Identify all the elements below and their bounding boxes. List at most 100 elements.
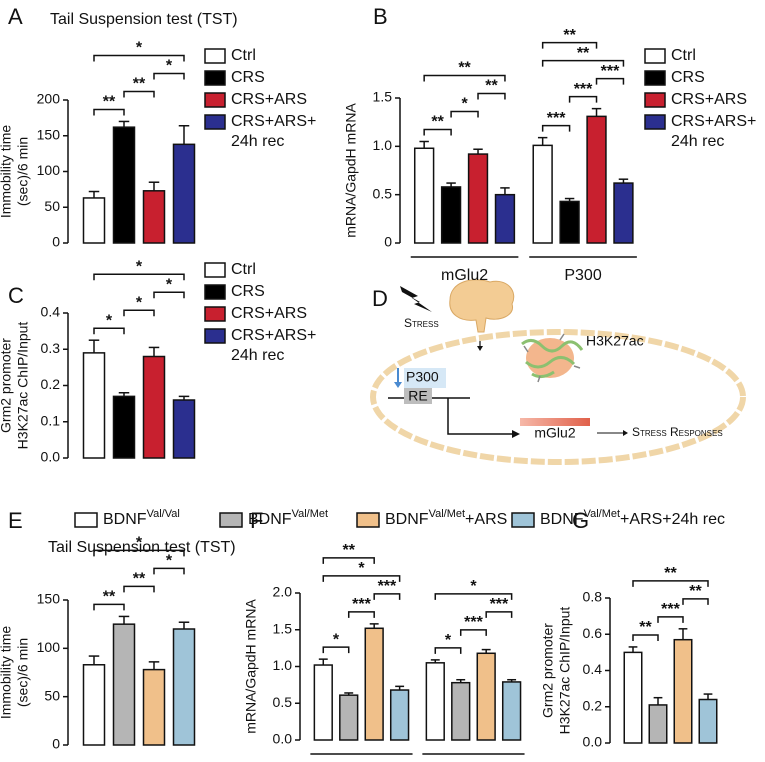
significance-label: *** bbox=[490, 596, 509, 613]
legend-label: CRS+ARS+ 24h rec bbox=[231, 327, 316, 364]
y-tick-label: 50 bbox=[44, 198, 60, 214]
enzyme-box bbox=[404, 368, 446, 388]
y-axis-label: (sec)/6 min bbox=[15, 638, 31, 707]
y-tick-label: 1.0 bbox=[273, 657, 293, 673]
panel-letter: G bbox=[572, 508, 589, 533]
significance-label: ** bbox=[639, 619, 652, 636]
significance-label: ** bbox=[458, 60, 471, 77]
legend-label: CRS+ARS+ 24h rec bbox=[231, 113, 316, 150]
y-tick-label: 0.0 bbox=[273, 731, 293, 747]
bar bbox=[673, 638, 693, 744]
significance-bracket bbox=[632, 634, 659, 641]
bar bbox=[112, 623, 136, 746]
legend-label: CRS+ARS bbox=[671, 91, 747, 108]
significance-bracket bbox=[153, 291, 185, 299]
significance-bracket bbox=[123, 90, 155, 98]
y-tick-label: 0 bbox=[52, 736, 60, 752]
significance-label: *** bbox=[378, 578, 397, 595]
significance-label: ** bbox=[343, 542, 356, 559]
diagram-label: Stress Responses bbox=[632, 425, 723, 439]
bar bbox=[425, 662, 445, 741]
y-tick-label: 0 bbox=[52, 234, 60, 250]
significance-label: ** bbox=[133, 571, 146, 588]
significance-label: ** bbox=[664, 565, 677, 582]
bar bbox=[559, 200, 580, 244]
y-tick-label: 0.0 bbox=[583, 734, 603, 750]
legend-label: BDNFVal/Met+ARS bbox=[385, 508, 507, 528]
significance-bracket bbox=[459, 629, 487, 636]
significance-bracket bbox=[373, 593, 401, 600]
legend-sup: Val/Met bbox=[584, 508, 620, 520]
bar bbox=[339, 694, 359, 741]
legend-label: CRS bbox=[231, 283, 265, 300]
significance-label: ** bbox=[563, 27, 576, 44]
chromatin-icon bbox=[521, 333, 584, 383]
y-tick-label: 0 bbox=[384, 234, 392, 250]
brain-icon bbox=[449, 279, 515, 333]
arrow-head bbox=[477, 346, 483, 351]
legend-text: BDNF bbox=[540, 511, 584, 528]
diagram-label: H3K27ac bbox=[586, 333, 644, 349]
cell-membrane bbox=[370, 329, 746, 465]
significance-bracket bbox=[477, 92, 506, 100]
significance-label: * bbox=[333, 631, 340, 648]
legend-line: Ctrl bbox=[231, 261, 256, 278]
significance-bracket bbox=[568, 95, 598, 103]
bar bbox=[142, 190, 166, 244]
y-axis-label: mRNA/GapdH mRNA bbox=[343, 103, 359, 238]
legend-swatch bbox=[204, 306, 226, 322]
legend-line: Ctrl bbox=[671, 47, 696, 64]
significance-label: *** bbox=[352, 596, 371, 613]
legend-line: CRS+ARS+ bbox=[231, 113, 316, 130]
y-tick-label: 50 bbox=[44, 687, 60, 703]
y-axis-label: Immobility time bbox=[0, 626, 14, 720]
bar bbox=[112, 126, 136, 244]
bar bbox=[364, 627, 384, 741]
down-arrow-head bbox=[394, 382, 402, 388]
bar bbox=[82, 197, 106, 244]
bar bbox=[613, 182, 634, 244]
bar bbox=[142, 355, 166, 459]
legend-label: CRS+ARS bbox=[231, 305, 307, 322]
significance-bracket bbox=[93, 549, 185, 557]
element-box bbox=[404, 388, 432, 404]
diagram-label: mGlu2 bbox=[534, 425, 575, 441]
chart-title: Tail Suspension test (TST) bbox=[50, 11, 238, 28]
legend-text: BDNF bbox=[103, 511, 147, 528]
y-axis-label: H3K27ac ChIP/Input bbox=[15, 322, 31, 450]
diagram: D H3K27ac P300 RE mGlu2 Stress Responses… bbox=[370, 279, 746, 465]
bar bbox=[82, 352, 106, 459]
legend-swatch bbox=[204, 114, 226, 130]
lightning-icon bbox=[400, 286, 432, 312]
significance-bracket bbox=[153, 72, 185, 80]
significance-bracket bbox=[123, 585, 155, 593]
significance-bracket bbox=[434, 647, 462, 654]
significance-bracket bbox=[423, 128, 452, 136]
y-axis-label: H3K27ac ChIP/Input bbox=[557, 607, 573, 735]
legend-swatch bbox=[204, 284, 226, 300]
significance-bracket bbox=[682, 598, 709, 605]
diagram-label: P300 bbox=[406, 369, 439, 385]
legend-sup: Val/Val bbox=[147, 508, 180, 520]
legend-suffix: +ARS+24h rec bbox=[620, 511, 725, 528]
legend-swatch bbox=[219, 512, 243, 528]
bar bbox=[172, 143, 196, 244]
x-tick-label: mGlu2 bbox=[441, 267, 488, 284]
significance-bracket bbox=[541, 124, 571, 132]
significance-bracket bbox=[322, 575, 401, 582]
y-axis-label: Grm2 promoter bbox=[540, 623, 556, 718]
bar bbox=[648, 704, 668, 744]
arrow-head bbox=[623, 430, 628, 436]
significance-label: *** bbox=[464, 614, 483, 631]
legend-sup: Val/Met bbox=[429, 508, 465, 520]
panel-letter: E bbox=[8, 508, 23, 533]
legend-line: 24h rec bbox=[231, 347, 284, 364]
bar bbox=[82, 664, 106, 746]
legend-swatch bbox=[511, 512, 535, 528]
significance-bracket bbox=[485, 611, 513, 618]
legend-label: Ctrl bbox=[231, 47, 256, 64]
legend-swatch bbox=[204, 262, 226, 278]
y-axis-label: (sec)/6 min bbox=[15, 137, 31, 206]
y-axis-label: Immobility time bbox=[0, 125, 14, 219]
